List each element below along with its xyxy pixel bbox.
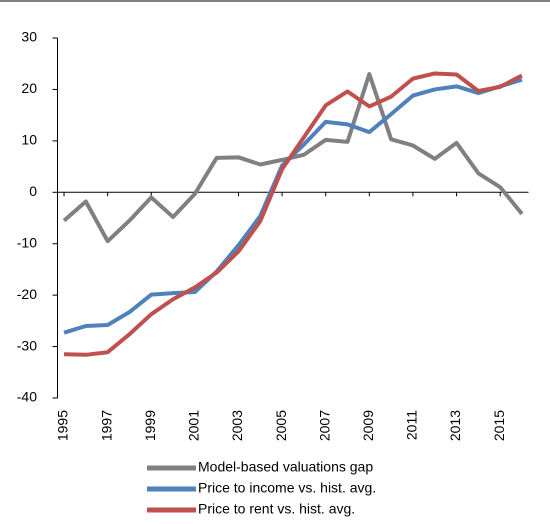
- x-tick-label: 1997: [98, 410, 114, 441]
- x-tick-label: 2003: [229, 410, 245, 441]
- series-line: [63, 71, 523, 357]
- y-tick-label: 10: [21, 132, 37, 148]
- x-tick-label: 2009: [360, 410, 376, 441]
- x-tick-label: 2005: [273, 410, 289, 441]
- series-line: [63, 77, 523, 335]
- y-tick-label: -20: [17, 286, 37, 302]
- y-tick-label: -30: [17, 337, 37, 353]
- y-tick-label: 20: [21, 80, 37, 96]
- x-tick-label: 2011: [404, 410, 420, 440]
- legend-label: Model-based valuations gap: [198, 459, 373, 475]
- y-tick-label: 0: [29, 183, 37, 199]
- x-tick-label: 2007: [316, 410, 332, 441]
- x-tick-label: 1999: [142, 410, 158, 441]
- legend-label: Price to income vs. hist. avg.: [198, 480, 376, 496]
- x-tick-label: 2013: [447, 410, 463, 441]
- legend-label: Price to rent vs. hist. avg.: [198, 501, 355, 517]
- x-tick-label: 2015: [491, 410, 507, 441]
- y-tick-label: -40: [17, 389, 37, 405]
- x-tick-label: 2001: [186, 410, 202, 441]
- x-tick-label: 1995: [55, 410, 71, 441]
- y-tick-label: 30: [21, 29, 37, 45]
- y-tick-label: -10: [17, 234, 37, 250]
